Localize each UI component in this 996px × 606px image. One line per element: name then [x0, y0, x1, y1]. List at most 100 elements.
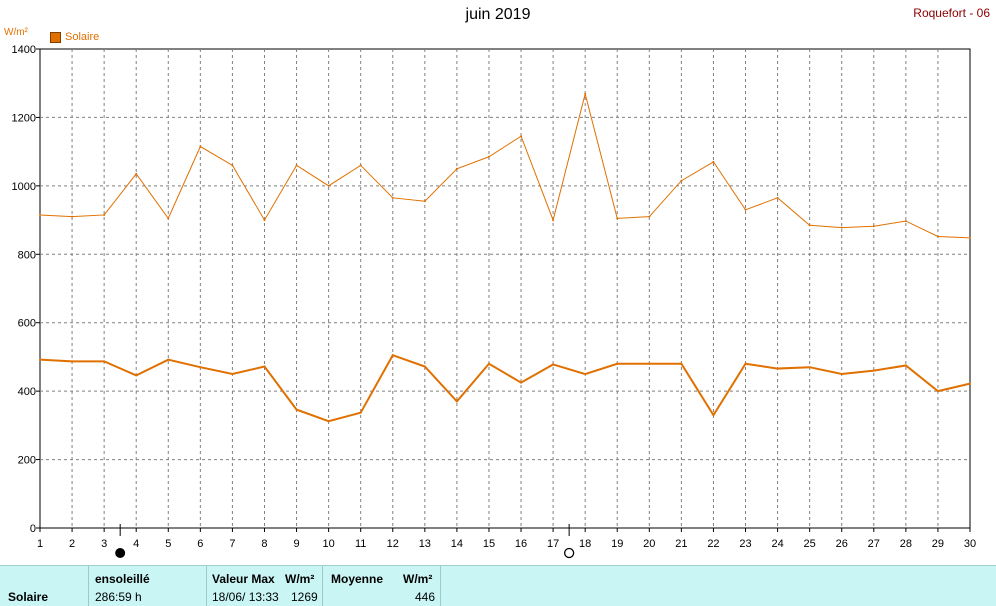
- data-point-max: [39, 213, 41, 216]
- data-point-max: [327, 184, 330, 187]
- mean-value: 446: [415, 590, 436, 604]
- x-tick-label: 8: [261, 538, 267, 550]
- full-moon-icon: [563, 547, 575, 559]
- x-tick-label: 10: [322, 538, 334, 550]
- x-tick-label: 15: [483, 538, 495, 550]
- x-tick-label: 23: [739, 538, 751, 550]
- data-point-mean: [487, 362, 490, 365]
- max-value: 1269: [291, 590, 318, 604]
- data-point-max: [969, 236, 971, 239]
- chart-title: juin 2019: [465, 6, 531, 23]
- y-axis-unit: W/m²: [4, 27, 28, 38]
- y-tick-label: 0: [30, 523, 36, 535]
- data-point-max: [103, 213, 106, 216]
- data-point-mean: [680, 362, 683, 365]
- data-point-max: [295, 164, 298, 167]
- data-point-max: [552, 219, 555, 222]
- data-point-mean: [520, 381, 523, 384]
- x-tick-label: 27: [868, 538, 880, 550]
- data-point-mean: [969, 382, 971, 385]
- data-point-max: [455, 167, 458, 170]
- x-tick-label: 16: [515, 538, 527, 550]
- data-point-mean: [199, 366, 202, 369]
- legend: Solaire: [50, 31, 99, 43]
- footer-series-cell: Solaire: [0, 566, 89, 606]
- data-point-mean: [359, 411, 362, 414]
- data-point-mean: [39, 358, 41, 361]
- y-tick-label: 200: [18, 455, 36, 467]
- data-point-mean: [167, 358, 170, 361]
- data-point-max: [936, 235, 939, 238]
- x-tick-label: 30: [964, 538, 976, 550]
- sunshine-value: 286:59 h: [95, 590, 142, 604]
- x-tick-label: 7: [229, 538, 235, 550]
- x-tick-label: 13: [419, 538, 431, 550]
- x-tick-label: 2: [69, 538, 75, 550]
- x-tick-label: 22: [707, 538, 719, 550]
- x-tick-label: 3: [101, 538, 107, 550]
- data-point-max: [744, 208, 747, 211]
- x-tick-label: 1: [37, 538, 43, 550]
- data-point-max: [904, 220, 907, 223]
- data-point-mean: [648, 362, 651, 365]
- x-tick-label: 26: [836, 538, 848, 550]
- footer-max-cell: Valeur Max W/m² 18/06/ 13:33 1269: [207, 566, 323, 606]
- new-moon-icon: [115, 548, 126, 558]
- data-point-mean: [71, 360, 74, 363]
- x-tick-label: 11: [355, 538, 366, 550]
- x-tick-label: 21: [675, 538, 687, 550]
- data-point-mean: [295, 408, 298, 411]
- data-point-max: [359, 164, 362, 167]
- data-point-max: [487, 155, 490, 158]
- x-tick-label: 19: [611, 538, 623, 550]
- data-point-max: [520, 135, 523, 138]
- data-point-max: [776, 196, 779, 199]
- series-line-mean: [39, 353, 971, 423]
- data-point-mean: [263, 365, 266, 368]
- data-point-mean: [840, 373, 843, 376]
- data-point-max: [167, 217, 170, 220]
- footer-sunshine-cell: ensoleillé 286:59 h: [89, 566, 207, 606]
- x-tick-label: 12: [387, 538, 399, 550]
- data-point-max: [648, 215, 651, 218]
- data-point-max: [199, 145, 202, 148]
- data-point-max: [872, 225, 875, 228]
- data-point-mean: [744, 362, 747, 365]
- data-point-max: [680, 179, 683, 182]
- x-tick-label: 25: [804, 538, 816, 550]
- data-point-mean: [135, 374, 138, 377]
- data-point-max: [423, 200, 426, 203]
- data-point-max: [616, 217, 619, 220]
- y-tick-label: 800: [18, 249, 36, 261]
- data-point-max: [840, 226, 843, 229]
- x-tick-label: 6: [197, 538, 203, 550]
- x-tick-label: 29: [932, 538, 944, 550]
- data-point-max: [808, 224, 811, 227]
- data-point-mean: [776, 367, 779, 370]
- x-tick-label: 17: [547, 538, 559, 550]
- data-point-mean: [552, 363, 555, 366]
- y-tick-label: 1400: [12, 44, 36, 56]
- series-line-max: [39, 93, 971, 239]
- legend-label: Solaire: [65, 31, 100, 43]
- x-tick-label: 5: [165, 538, 171, 550]
- data-point-mean: [423, 365, 426, 368]
- mean-unit: W/m²: [403, 572, 433, 586]
- data-point-max: [712, 160, 715, 163]
- data-point-mean: [712, 414, 715, 417]
- x-tick-label: 9: [293, 538, 299, 550]
- legend-swatch: [50, 31, 61, 43]
- max-unit: W/m²: [285, 572, 315, 586]
- data-point-mean: [327, 420, 330, 423]
- data-point-mean: [936, 390, 939, 393]
- max-date: 18/06/ 13:33: [212, 590, 279, 604]
- data-point-mean: [391, 354, 394, 357]
- data-point-mean: [455, 400, 458, 403]
- sunshine-header: ensoleillé: [95, 572, 150, 586]
- data-point-max: [263, 219, 266, 222]
- plot-frame: [39, 48, 971, 529]
- data-point-max: [71, 215, 74, 218]
- y-tick-label: 600: [18, 318, 36, 330]
- mean-header: Moyenne: [331, 572, 384, 586]
- x-tick-label: 4: [133, 538, 139, 550]
